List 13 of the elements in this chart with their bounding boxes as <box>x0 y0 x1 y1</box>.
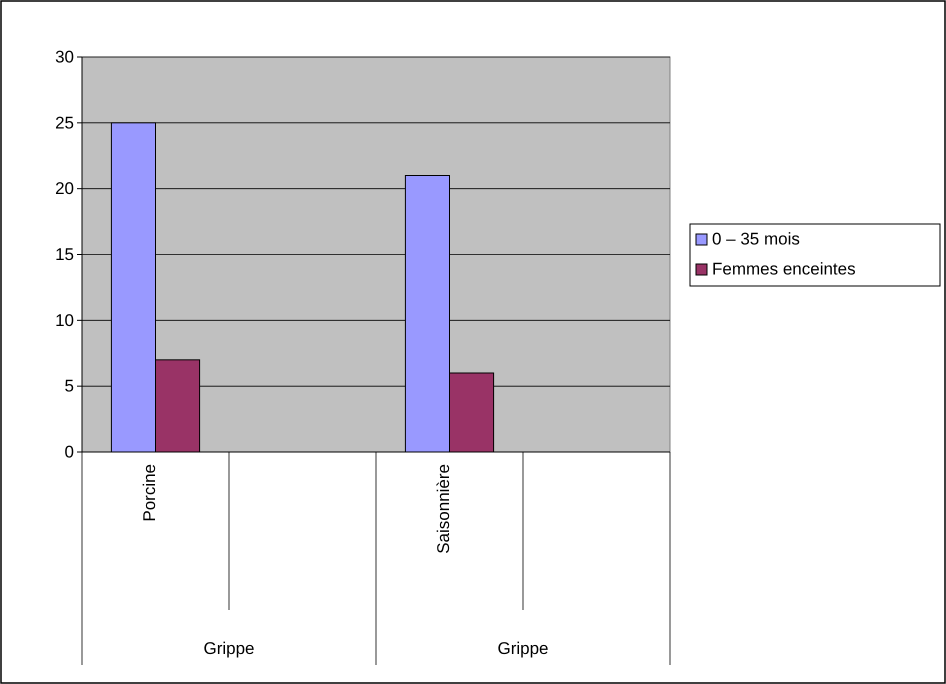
text: Grippe <box>497 639 549 658</box>
legend-label: 0 – 35 mois <box>712 229 800 248</box>
x-tick-label: Saisonnière <box>434 464 453 554</box>
y-tick-label: 20 <box>55 179 74 198</box>
x-tick-label: Porcine <box>140 464 159 522</box>
y-tick-label: 15 <box>55 244 74 264</box>
text: Grippe <box>203 639 255 658</box>
y-tick-label: 0 <box>64 442 74 462</box>
y-tick-label: 25 <box>55 113 74 132</box>
y-tick-label: 5 <box>64 376 74 396</box>
legend-label: Femmes enceintes <box>712 259 856 278</box>
y-tick-label: 30 <box>55 47 74 66</box>
y-tick-label: 10 <box>55 310 74 330</box>
